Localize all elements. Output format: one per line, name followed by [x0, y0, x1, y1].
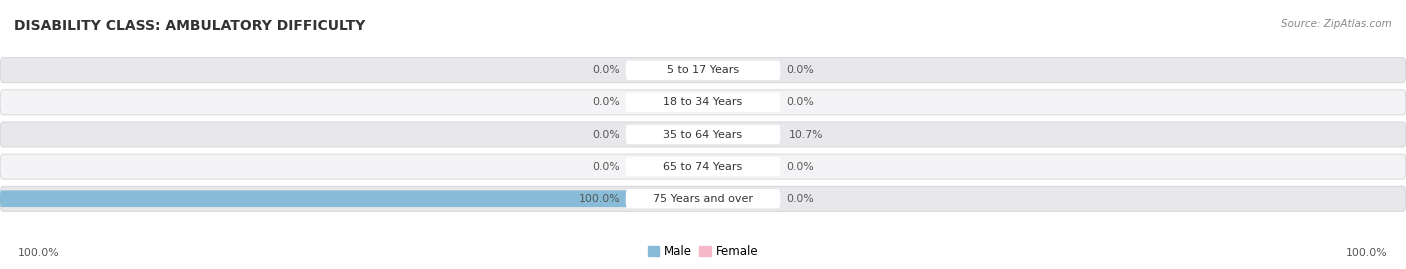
Text: 100.0%: 100.0%	[578, 194, 620, 204]
Text: 0.0%: 0.0%	[592, 97, 620, 107]
Text: 0.0%: 0.0%	[786, 97, 814, 107]
Text: 35 to 64 Years: 35 to 64 Years	[664, 129, 742, 140]
FancyBboxPatch shape	[0, 186, 1406, 211]
FancyBboxPatch shape	[626, 93, 780, 112]
FancyBboxPatch shape	[0, 90, 1406, 115]
FancyBboxPatch shape	[703, 190, 728, 207]
FancyBboxPatch shape	[626, 157, 780, 176]
FancyBboxPatch shape	[0, 154, 1406, 179]
Text: 100.0%: 100.0%	[18, 248, 60, 258]
FancyBboxPatch shape	[0, 122, 1406, 147]
Text: DISABILITY CLASS: AMBULATORY DIFFICULTY: DISABILITY CLASS: AMBULATORY DIFFICULTY	[14, 19, 366, 33]
FancyBboxPatch shape	[626, 61, 780, 80]
Text: 18 to 34 Years: 18 to 34 Years	[664, 97, 742, 107]
FancyBboxPatch shape	[678, 62, 703, 79]
FancyBboxPatch shape	[678, 94, 703, 111]
FancyBboxPatch shape	[0, 58, 1406, 83]
FancyBboxPatch shape	[0, 190, 703, 207]
Text: 65 to 74 Years: 65 to 74 Years	[664, 162, 742, 172]
FancyBboxPatch shape	[678, 126, 703, 143]
FancyBboxPatch shape	[703, 158, 728, 175]
Text: 10.7%: 10.7%	[789, 129, 824, 140]
Text: 0.0%: 0.0%	[592, 65, 620, 75]
Text: Source: ZipAtlas.com: Source: ZipAtlas.com	[1281, 19, 1392, 29]
FancyBboxPatch shape	[703, 94, 728, 111]
FancyBboxPatch shape	[678, 158, 703, 175]
FancyBboxPatch shape	[703, 126, 779, 143]
Text: 0.0%: 0.0%	[786, 194, 814, 204]
Legend: Male, Female: Male, Female	[643, 241, 763, 263]
Text: 0.0%: 0.0%	[786, 65, 814, 75]
FancyBboxPatch shape	[626, 189, 780, 208]
FancyBboxPatch shape	[703, 62, 728, 79]
Text: 0.0%: 0.0%	[592, 162, 620, 172]
Text: 0.0%: 0.0%	[592, 129, 620, 140]
Text: 100.0%: 100.0%	[1346, 248, 1388, 258]
Text: 5 to 17 Years: 5 to 17 Years	[666, 65, 740, 75]
FancyBboxPatch shape	[626, 125, 780, 144]
Text: 75 Years and over: 75 Years and over	[652, 194, 754, 204]
Text: 0.0%: 0.0%	[786, 162, 814, 172]
